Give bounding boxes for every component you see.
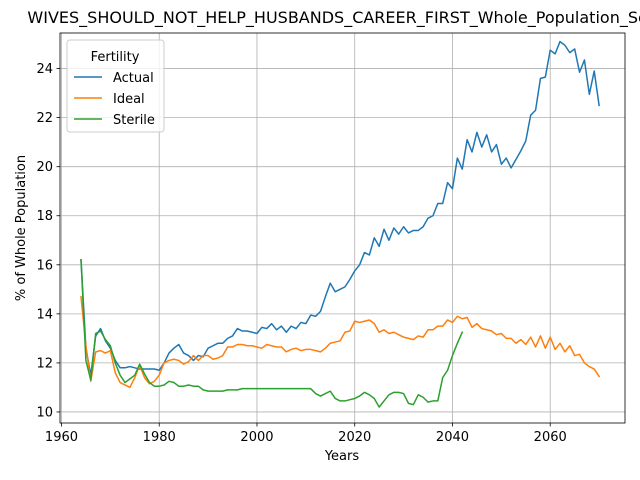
legend-items: Actual Ideal Sterile: [74, 71, 155, 128]
legend-title: Fertility: [91, 50, 140, 65]
y-axis-label: % of Whole Population: [14, 155, 29, 301]
x-tick-label: 2020: [338, 430, 371, 445]
legend-box: [66, 39, 165, 133]
legend-label-actual: Actual: [113, 71, 154, 86]
y-axis-ticks: 10 12 14 16 18 20 22 24: [36, 62, 60, 420]
x-tick-label: 1980: [143, 430, 176, 445]
chart-title: WIVES_SHOULD_NOT_HELP_HUSBANDS_CAREER_FI…: [27, 8, 640, 28]
series-line-sterile: [80, 259, 464, 408]
y-tick-label: 18: [36, 209, 53, 224]
legend: Fertility Actual Ideal Sterile: [66, 39, 165, 133]
legend-label-ideal: Ideal: [113, 92, 145, 107]
x-tick-label: 2060: [534, 430, 567, 445]
x-axis-label: Years: [324, 449, 360, 464]
x-axis-ticks: 1960 1980 2000 2020 2040 2060: [45, 423, 567, 445]
series-line-ideal: [80, 295, 601, 389]
y-tick-label: 20: [36, 160, 53, 175]
y-tick-label: 24: [36, 62, 53, 77]
series-line-actual: [80, 40, 600, 376]
x-tick-label: 1960: [45, 430, 78, 445]
y-tick-label: 14: [36, 307, 53, 322]
x-tick-label: 2040: [436, 430, 469, 445]
x-tick-label: 2000: [240, 430, 273, 445]
y-tick-label: 10: [36, 405, 53, 420]
legend-label-sterile: Sterile: [113, 113, 155, 128]
data-series: [80, 40, 601, 408]
y-tick-label: 22: [36, 111, 53, 126]
y-tick-label: 16: [36, 258, 53, 273]
axes-frame: [59, 32, 626, 424]
y-tick-label: 12: [36, 356, 53, 371]
